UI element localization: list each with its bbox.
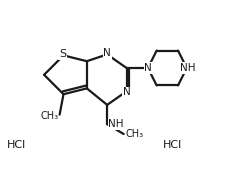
- Text: CH₃: CH₃: [40, 111, 58, 120]
- Text: NH: NH: [108, 119, 123, 129]
- Text: N: N: [143, 63, 151, 73]
- Text: HCl: HCl: [162, 140, 181, 150]
- Text: CH₃: CH₃: [125, 129, 143, 139]
- Text: N: N: [122, 87, 130, 97]
- Text: HCl: HCl: [7, 140, 26, 150]
- Text: N: N: [103, 49, 110, 58]
- Text: NH: NH: [179, 63, 195, 73]
- Text: S: S: [59, 49, 66, 59]
